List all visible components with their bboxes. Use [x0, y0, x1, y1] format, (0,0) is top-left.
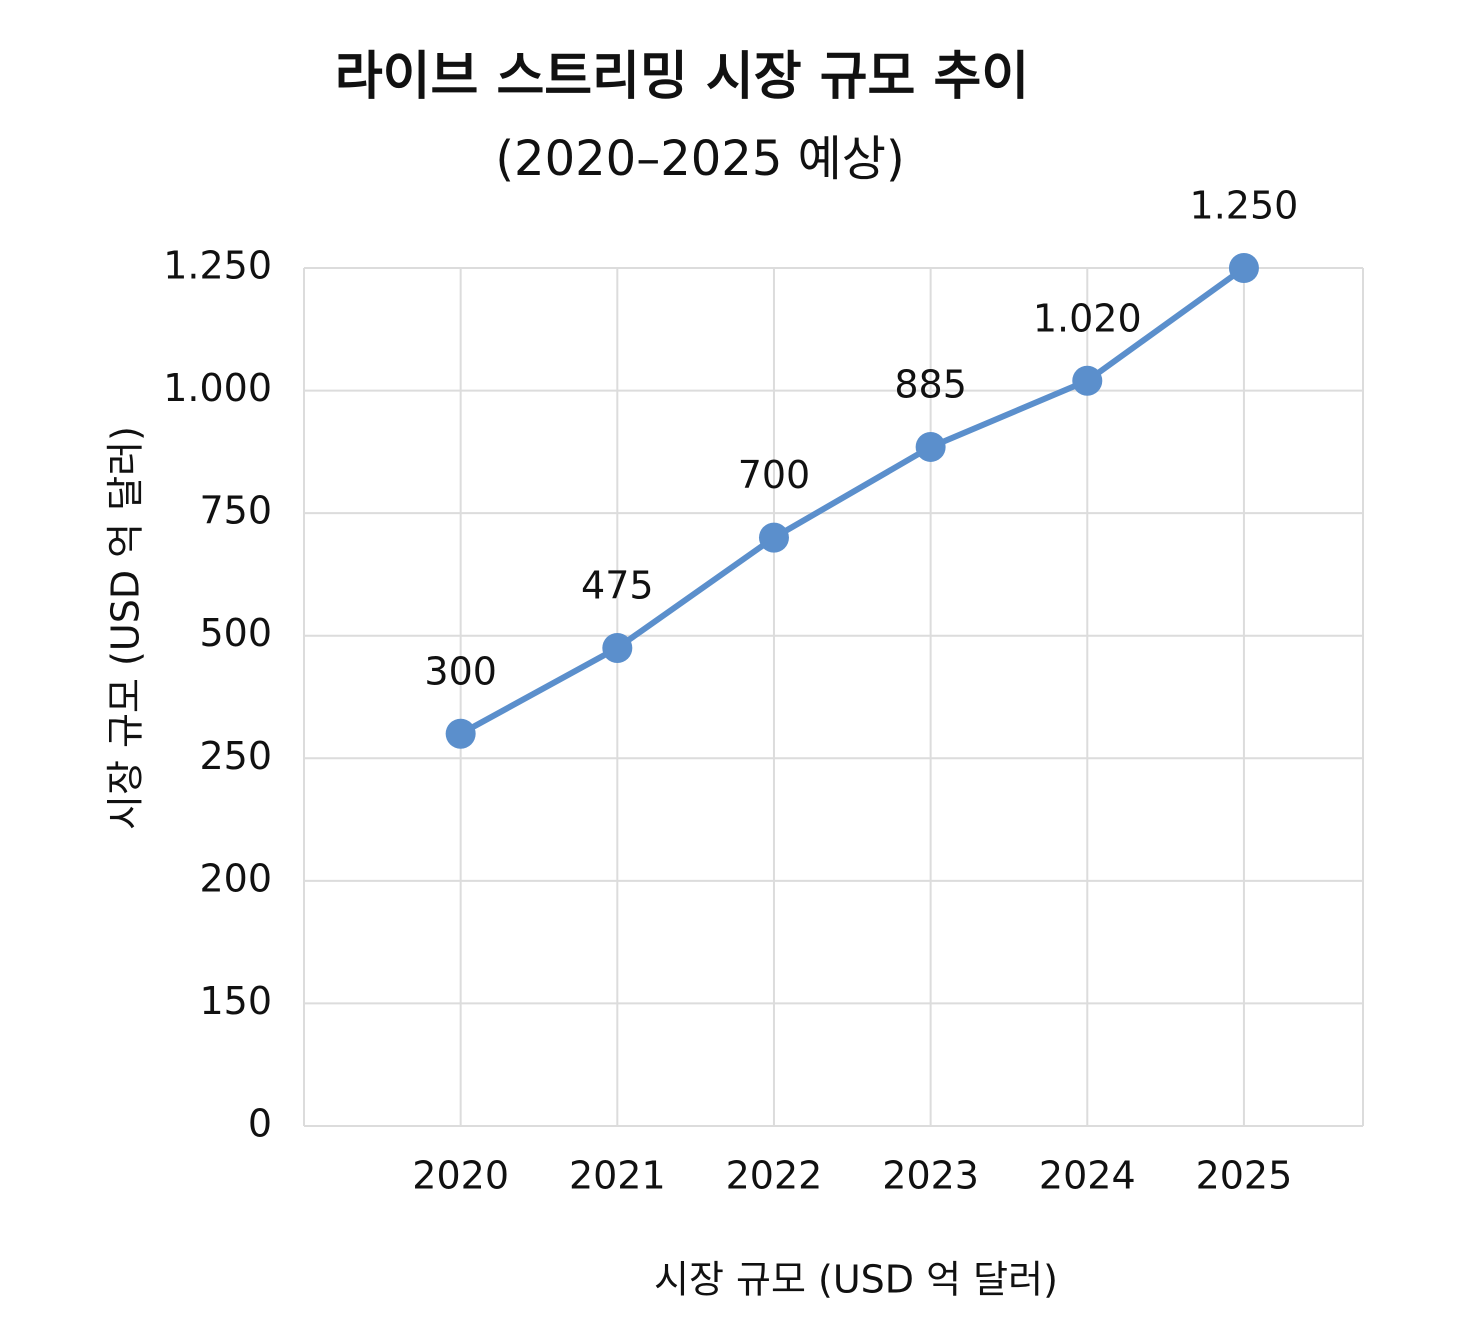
- x-tick-label: 2022: [726, 1154, 823, 1198]
- data-point: [1072, 365, 1103, 396]
- y-tick-label: 750: [199, 489, 272, 533]
- data-label: 1.250: [1190, 184, 1299, 228]
- data-label: 300: [424, 649, 497, 693]
- y-tick-label: 500: [199, 611, 272, 655]
- x-tick-label: 2025: [1196, 1154, 1293, 1198]
- y-tick-label: 0: [248, 1102, 272, 1146]
- y-tick-label: 250: [199, 734, 272, 778]
- data-label: 700: [738, 453, 811, 497]
- y-tick-label: 1.000: [163, 366, 272, 410]
- data-point: [915, 431, 946, 462]
- y-axis-title: 시장 규모 (USD 억 달러): [104, 426, 148, 830]
- y-tick-label: 150: [199, 979, 272, 1023]
- data-label: 1.020: [1033, 296, 1142, 340]
- x-axis-title: 시장 규모 (USD 억 달러): [654, 1258, 1058, 1302]
- data-point: [758, 522, 789, 553]
- chart-title: 라이브 스트리밍 시장 규모 추이: [335, 47, 1029, 107]
- data-label: 475: [581, 563, 654, 607]
- data-label: 885: [894, 362, 967, 406]
- data-point: [445, 718, 476, 749]
- x-tick-label: 2021: [569, 1154, 666, 1198]
- x-tick-label: 2024: [1039, 1154, 1136, 1198]
- x-tick-label: 2023: [882, 1154, 979, 1198]
- data-point: [1228, 253, 1259, 283]
- chart-subtitle: (2020–2025 예상): [495, 131, 904, 187]
- series-line: [459, 265, 1246, 737]
- x-tick-label: 2020: [412, 1154, 509, 1198]
- y-tick-label: 200: [199, 856, 272, 900]
- y-tick-label: 1.250: [163, 244, 272, 288]
- data-point: [602, 632, 633, 663]
